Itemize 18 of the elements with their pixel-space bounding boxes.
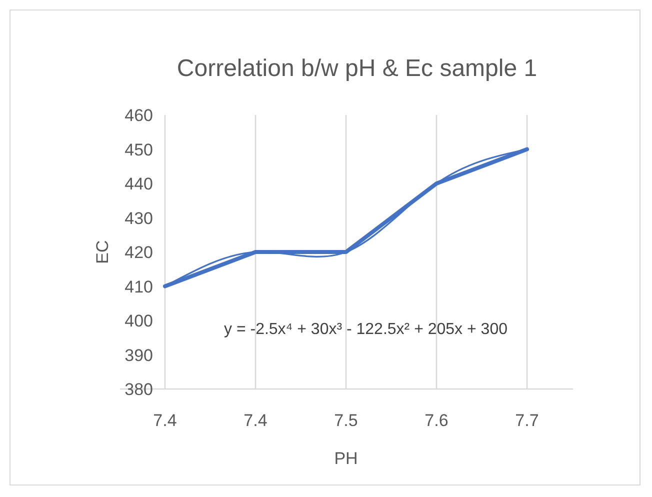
x-tick-label: 7.4 bbox=[244, 411, 268, 430]
y-tick-label: 400 bbox=[124, 312, 153, 330]
y-tick-label: 440 bbox=[124, 174, 153, 194]
y-tick-label: 380 bbox=[124, 380, 153, 399]
y-tick-label: 460 bbox=[124, 106, 153, 125]
y-tick-label: 430 bbox=[124, 208, 153, 228]
y-tick-label: 420 bbox=[124, 243, 153, 262]
y-tick-label: 410 bbox=[124, 277, 153, 296]
x-tick-label: 7.7 bbox=[515, 411, 539, 430]
x-tick-label: 7.4 bbox=[153, 411, 177, 430]
x-tick-label: 7.5 bbox=[334, 411, 358, 430]
x-tick-label: 7.6 bbox=[424, 411, 448, 430]
x-axis-title: PH bbox=[334, 449, 358, 468]
y-tick-label: 390 bbox=[124, 346, 153, 365]
y-tick-label: 450 bbox=[124, 140, 153, 160]
annotation: y = -2.5x⁴ + 30x³ - 122.5x² + 205x + 300 bbox=[224, 321, 508, 338]
chart-title: Correlation b/w pH & Ec sample 1 bbox=[176, 55, 538, 82]
y-axis-title: EC bbox=[93, 240, 112, 264]
